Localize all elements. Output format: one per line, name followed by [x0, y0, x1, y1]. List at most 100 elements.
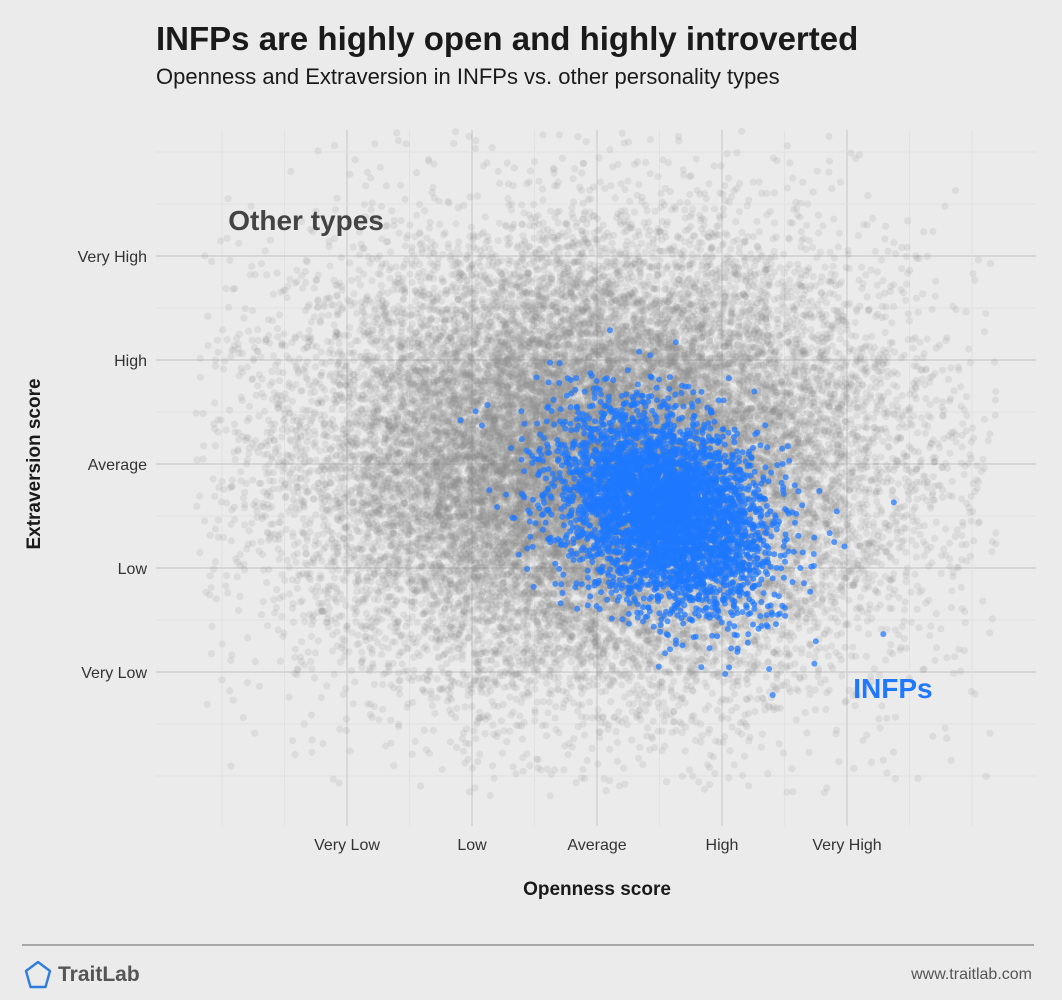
scatter-point [506, 636, 514, 645]
scatter-point [790, 205, 798, 213]
scatter-point [803, 221, 811, 229]
scatter-point [391, 422, 400, 430]
scatter-point [837, 437, 845, 445]
scatter-point [330, 321, 338, 329]
scatter-point [557, 353, 565, 361]
scatter-point [636, 646, 645, 654]
scatter-point [574, 275, 582, 283]
scatter-point [470, 488, 478, 496]
scatter-point [558, 154, 567, 162]
scatter-point [376, 271, 384, 279]
scatter-point [704, 360, 712, 368]
scatter-point [395, 359, 403, 367]
scatter-point [485, 713, 493, 721]
scatter-point [401, 242, 409, 250]
scatter-point [381, 434, 390, 442]
scatter-point [223, 336, 231, 344]
scatter-point [427, 514, 436, 523]
scatter-point [495, 593, 503, 601]
scatter-point [920, 420, 929, 428]
scatter-point [423, 503, 431, 511]
scatter-point [810, 303, 818, 311]
scatter-point [508, 519, 516, 527]
scatter-point [783, 293, 791, 301]
scatter-point [564, 250, 572, 258]
scatter-point [231, 456, 239, 464]
scatter-point [507, 501, 515, 510]
scatter-point [682, 346, 690, 354]
scatter-point [547, 348, 555, 356]
scatter-point [788, 293, 796, 301]
scatter-point [487, 318, 495, 326]
scatter-point [585, 392, 593, 400]
scatter-point [809, 188, 817, 196]
scatter-point [364, 700, 372, 708]
scatter-point [211, 442, 219, 450]
scatter-point [481, 493, 489, 501]
scatter-point [323, 589, 332, 597]
scatter-point [324, 311, 333, 319]
chart-subtitle: Openness and Extraversion in INFPs vs. o… [156, 64, 780, 90]
scatter-point [678, 772, 687, 780]
scatter-point [784, 543, 792, 551]
scatter-point [200, 517, 209, 525]
scatter-point [345, 324, 354, 332]
scatter-point [488, 698, 496, 706]
scatter-point [516, 712, 524, 720]
scatter-point [585, 315, 593, 323]
scatter-point [895, 544, 903, 552]
scatter-point [476, 750, 484, 759]
scatter-point [380, 429, 388, 438]
scatter-point [488, 452, 497, 460]
scatter-point [510, 164, 518, 172]
scatter-point [772, 492, 780, 500]
scatter-point [486, 461, 494, 469]
scatter-point [467, 262, 475, 271]
scatter-point [344, 331, 352, 340]
scatter-point [632, 645, 640, 653]
scatter-point [421, 544, 430, 552]
scatter-point [624, 177, 632, 185]
scatter-point [635, 181, 643, 189]
scatter-point [761, 392, 769, 400]
scatter-point [892, 250, 900, 258]
scatter-point [469, 299, 477, 307]
scatter-point [661, 296, 669, 304]
scatter-point [499, 630, 507, 638]
scatter-point [762, 407, 770, 415]
scatter-point [914, 429, 922, 437]
scatter-point [379, 705, 387, 713]
scatter-point [483, 559, 492, 567]
scatter-point [679, 369, 687, 377]
scatter-point [196, 549, 204, 557]
scatter-point [595, 361, 603, 369]
scatter-point [824, 485, 832, 493]
scatter-point [433, 434, 441, 442]
scatter-point [499, 672, 507, 680]
scatter-point [681, 206, 689, 214]
scatter-point [646, 170, 654, 178]
scatter-point [411, 407, 419, 415]
scatter-point [332, 496, 340, 504]
scatter-point [227, 352, 235, 361]
scatter-point [474, 366, 483, 374]
scatter-point [671, 354, 680, 362]
scatter-point [881, 329, 889, 337]
scatter-point [477, 348, 485, 356]
scatter-point [448, 632, 456, 640]
scatter-point [196, 373, 204, 381]
scatter-point [651, 294, 660, 302]
scatter-point [849, 643, 857, 651]
scatter-point [422, 746, 430, 754]
scatter-point [419, 447, 427, 455]
scatter-point [560, 766, 568, 774]
scatter-point [523, 605, 531, 613]
scatter-point [515, 302, 523, 310]
scatter-point [435, 511, 443, 519]
scatter-point [480, 541, 488, 549]
scatter-point [957, 583, 965, 592]
scatter-point [867, 266, 875, 274]
scatter-point [283, 556, 291, 564]
scatter-point [530, 200, 538, 208]
scatter-point [719, 361, 727, 369]
